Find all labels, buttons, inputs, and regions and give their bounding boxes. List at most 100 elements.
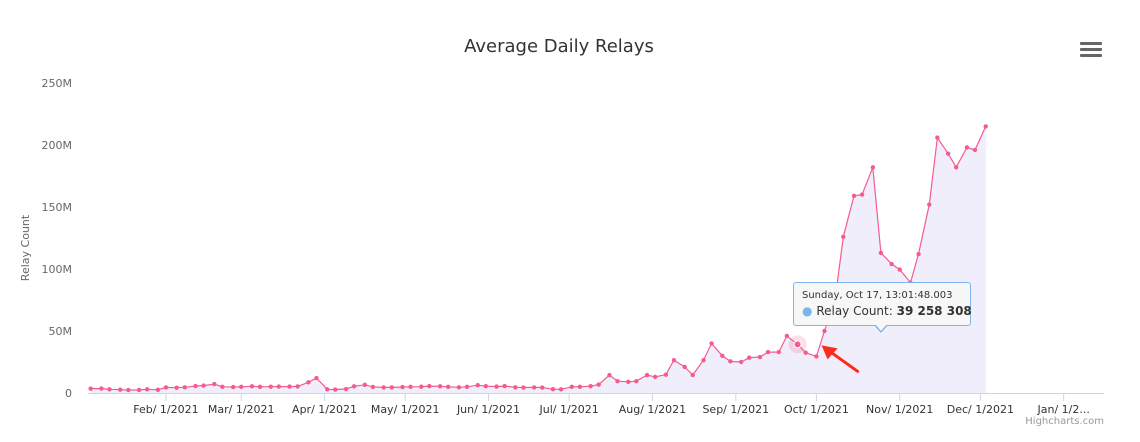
data-point[interactable] — [927, 202, 932, 207]
data-point[interactable] — [776, 349, 781, 355]
data-point[interactable] — [709, 341, 714, 346]
data-point[interactable] — [212, 381, 217, 387]
data-point[interactable] — [945, 151, 951, 156]
data-point[interactable] — [690, 372, 695, 378]
data-point[interactable] — [652, 374, 658, 380]
data-point[interactable] — [220, 384, 225, 389]
data-point[interactable] — [607, 372, 612, 378]
data-point[interactable] — [983, 124, 988, 129]
data-point[interactable] — [569, 384, 575, 389]
data-point[interactable] — [720, 353, 725, 358]
data-point[interactable] — [201, 383, 206, 388]
data-point[interactable] — [878, 250, 884, 256]
data-point[interactable] — [239, 384, 244, 389]
hamburger-menu-icon[interactable] — [1080, 42, 1102, 62]
data-point[interactable] — [784, 333, 790, 339]
x-tick-label: Sep/ 1/2021 — [702, 403, 769, 416]
data-point[interactable] — [437, 384, 443, 389]
data-point[interactable] — [362, 382, 368, 388]
data-point[interactable] — [521, 385, 526, 390]
data-point[interactable] — [615, 379, 620, 384]
data-point[interactable] — [88, 386, 93, 391]
data-point[interactable] — [935, 135, 940, 140]
data-point[interactable] — [953, 165, 959, 170]
data-point[interactable] — [494, 384, 499, 389]
data-point[interactable] — [822, 328, 827, 334]
data-point[interactable] — [445, 384, 451, 389]
data-point[interactable] — [701, 357, 706, 363]
data-point[interactable] — [814, 354, 819, 359]
data-point[interactable] — [325, 387, 330, 392]
data-point[interactable] — [916, 251, 921, 257]
data-point[interactable] — [483, 383, 488, 389]
data-point[interactable] — [276, 384, 282, 389]
y-tick-label: 0 — [65, 387, 72, 400]
data-point[interactable] — [182, 385, 187, 390]
data-point[interactable] — [230, 384, 236, 390]
data-point[interactable] — [757, 354, 763, 360]
data-point[interactable] — [841, 234, 846, 239]
data-point[interactable] — [803, 350, 808, 355]
data-point[interactable] — [531, 385, 537, 390]
data-point[interactable] — [400, 384, 405, 390]
data-point[interactable] — [634, 379, 639, 384]
data-point[interactable] — [155, 387, 161, 392]
data-point[interactable] — [268, 384, 273, 389]
data-point[interactable] — [550, 386, 556, 392]
data-point[interactable] — [193, 383, 198, 389]
data-point[interactable] — [577, 384, 583, 389]
data-point[interactable] — [99, 386, 104, 391]
data-point[interactable] — [889, 261, 894, 267]
data-point[interactable] — [163, 385, 169, 390]
data-point[interactable] — [126, 387, 131, 393]
data-point[interactable] — [671, 357, 677, 363]
data-point[interactable] — [747, 355, 752, 360]
data-point[interactable] — [663, 372, 669, 377]
data-point[interactable] — [972, 147, 978, 153]
data-point[interactable] — [419, 384, 424, 389]
data-point[interactable] — [464, 384, 470, 389]
data-point[interactable] — [144, 387, 150, 392]
data-point[interactable] — [475, 382, 480, 388]
data-point[interactable] — [306, 380, 311, 385]
credits-link[interactable]: Highcharts.com — [1025, 416, 1104, 427]
data-point[interactable] — [644, 372, 650, 378]
data-point[interactable] — [682, 364, 687, 370]
data-point[interactable] — [370, 384, 376, 390]
data-point[interactable] — [513, 385, 518, 390]
data-point[interactable] — [408, 384, 413, 389]
data-point[interactable] — [427, 383, 432, 389]
data-point[interactable] — [558, 387, 564, 392]
data-point[interactable] — [728, 359, 733, 364]
data-point[interactable] — [118, 387, 123, 392]
data-point[interactable] — [174, 385, 179, 390]
data-point[interactable] — [738, 359, 744, 365]
data-point[interactable] — [136, 387, 142, 393]
data-point[interactable] — [859, 192, 865, 197]
data-point[interactable] — [389, 385, 394, 390]
data-point[interactable] — [257, 384, 263, 389]
data-point[interactable] — [287, 384, 292, 389]
data-point[interactable] — [107, 387, 112, 392]
data-point[interactable] — [626, 379, 631, 385]
data-point[interactable] — [343, 386, 349, 392]
hover-point[interactable] — [793, 340, 802, 349]
data-point[interactable] — [314, 375, 319, 381]
data-point[interactable] — [351, 384, 357, 389]
data-point[interactable] — [540, 385, 545, 390]
data-point[interactable] — [295, 384, 300, 389]
data-point[interactable] — [333, 387, 338, 392]
data-point[interactable] — [249, 384, 255, 389]
data-point[interactable] — [870, 165, 876, 170]
data-point[interactable] — [502, 383, 507, 389]
data-point[interactable] — [596, 382, 601, 387]
data-point[interactable] — [765, 349, 771, 355]
data-point[interactable] — [897, 267, 902, 272]
data-point[interactable] — [381, 385, 386, 390]
data-point[interactable] — [456, 385, 462, 390]
data-point[interactable] — [851, 193, 857, 199]
data-point[interactable] — [588, 383, 593, 389]
y-tick-label: 150M — [42, 201, 73, 214]
data-point[interactable] — [964, 145, 970, 150]
